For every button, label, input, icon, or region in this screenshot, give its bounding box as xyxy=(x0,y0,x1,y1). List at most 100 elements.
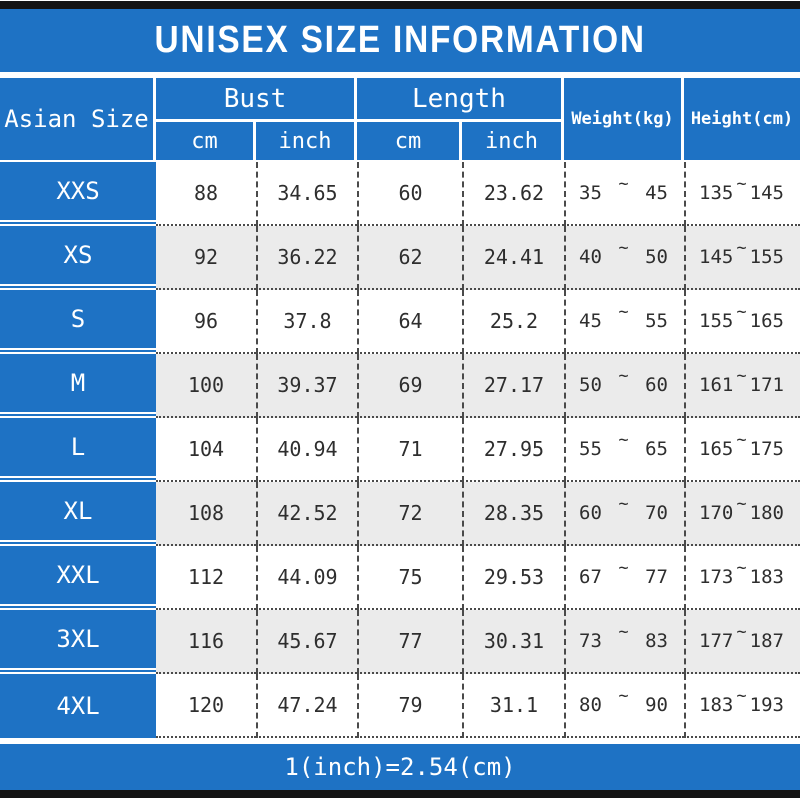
range-min: 173 xyxy=(699,566,734,588)
weight-range-cell: 60 ~70 xyxy=(564,482,684,546)
length-cm-cell: 60 xyxy=(357,162,462,226)
length-cm-cell: 75 xyxy=(357,546,462,610)
range-min: 45 xyxy=(579,310,602,332)
height-range-cell: 170 ~180 xyxy=(684,482,800,546)
range-max: 70 xyxy=(645,502,668,524)
range-min: 55 xyxy=(579,438,602,460)
bust-inch-cell: 47.24 xyxy=(256,674,357,738)
table-header: Asian Size Bust Length Weight(kg) Height… xyxy=(0,78,800,160)
bust-cm-cell: 88 xyxy=(156,162,256,226)
top-border-bar xyxy=(0,1,800,9)
bust-inch-cell: 34.65 xyxy=(256,162,357,226)
bust-inch-cell: 39.37 xyxy=(256,354,357,418)
bust-cm-cell: 100 xyxy=(156,354,256,418)
range-max: 187 xyxy=(749,630,784,652)
range-max: 60 xyxy=(645,374,668,396)
length-inch-cell: 27.17 xyxy=(462,354,564,418)
bust-cm-cell: 108 xyxy=(156,482,256,546)
length-inch-cell: 30.31 xyxy=(462,610,564,674)
length-inch-cell: 29.53 xyxy=(462,546,564,610)
height-range-cell: 183 ~193 xyxy=(684,674,800,738)
col-header-weight: Weight(kg) xyxy=(564,78,684,160)
range-max: 45 xyxy=(645,182,668,204)
bust-inch-cell: 44.09 xyxy=(256,546,357,610)
size-cell: XXL xyxy=(0,546,156,610)
weight-range-cell: 40 ~50 xyxy=(564,226,684,290)
range-min: 67 xyxy=(579,566,602,588)
height-range-cell: 165 ~175 xyxy=(684,418,800,482)
tilde-separator: ~ xyxy=(618,686,629,706)
col-header-bust-cm: cm xyxy=(156,122,256,160)
range-min: 135 xyxy=(699,182,734,204)
range-min: 40 xyxy=(579,246,602,268)
bust-cm-cell: 116 xyxy=(156,610,256,674)
tilde-separator: ~ xyxy=(736,302,747,322)
length-cm-cell: 62 xyxy=(357,226,462,290)
tilde-separator: ~ xyxy=(736,238,747,258)
conversion-note-band: 1(inch)=2.54(cm) xyxy=(0,744,800,790)
col-header-bust-inch: inch xyxy=(256,122,357,160)
range-min: 73 xyxy=(579,630,602,652)
range-max: 77 xyxy=(645,566,668,588)
bust-cm-cell: 112 xyxy=(156,546,256,610)
range-min: 50 xyxy=(579,374,602,396)
length-inch-cell: 25.2 xyxy=(462,290,564,354)
tilde-separator: ~ xyxy=(736,494,747,514)
weight-range-cell: 80 ~90 xyxy=(564,674,684,738)
conversion-note: 1(inch)=2.54(cm) xyxy=(284,753,516,781)
weight-range-cell: 55 ~65 xyxy=(564,418,684,482)
tilde-separator: ~ xyxy=(736,430,747,450)
col-header-bust: Bust xyxy=(156,78,357,122)
weight-range-cell: 67 ~77 xyxy=(564,546,684,610)
col-header-length-cm: cm xyxy=(357,122,462,160)
size-cell: XXS xyxy=(0,162,156,226)
range-max: 83 xyxy=(645,630,668,652)
size-cell: XS xyxy=(0,226,156,290)
tilde-separator: ~ xyxy=(736,558,747,578)
tilde-separator: ~ xyxy=(618,366,629,386)
length-cm-cell: 71 xyxy=(357,418,462,482)
range-max: 55 xyxy=(645,310,668,332)
range-min: 35 xyxy=(579,182,602,204)
title-band: UNISEX SIZE INFORMATION xyxy=(0,9,800,72)
bust-cm-cell: 92 xyxy=(156,226,256,290)
tilde-separator: ~ xyxy=(618,302,629,322)
col-header-length-inch: inch xyxy=(462,122,564,160)
range-max: 175 xyxy=(749,438,784,460)
range-max: 155 xyxy=(749,246,784,268)
length-cm-cell: 69 xyxy=(357,354,462,418)
range-max: 90 xyxy=(645,694,668,716)
bust-cm-cell: 120 xyxy=(156,674,256,738)
bust-inch-cell: 37.8 xyxy=(256,290,357,354)
bust-cm-cell: 104 xyxy=(156,418,256,482)
range-max: 50 xyxy=(645,246,668,268)
range-min: 170 xyxy=(699,502,734,524)
tilde-separator: ~ xyxy=(618,494,629,514)
range-max: 65 xyxy=(645,438,668,460)
height-range-cell: 161 ~171 xyxy=(684,354,800,418)
length-inch-cell: 31.1 xyxy=(462,674,564,738)
size-cell: L xyxy=(0,418,156,482)
length-cm-cell: 72 xyxy=(357,482,462,546)
bust-inch-cell: 36.22 xyxy=(256,226,357,290)
bust-inch-cell: 45.67 xyxy=(256,610,357,674)
range-min: 145 xyxy=(699,246,734,268)
range-min: 60 xyxy=(579,502,602,524)
col-header-length: Length xyxy=(357,78,564,122)
range-max: 183 xyxy=(749,566,784,588)
range-min: 177 xyxy=(699,630,734,652)
range-max: 193 xyxy=(749,694,784,716)
tilde-separator: ~ xyxy=(736,622,747,642)
size-cell: XL xyxy=(0,482,156,546)
bust-inch-cell: 40.94 xyxy=(256,418,357,482)
size-cell: M xyxy=(0,354,156,418)
length-inch-cell: 27.95 xyxy=(462,418,564,482)
range-max: 180 xyxy=(749,502,784,524)
range-max: 145 xyxy=(749,182,784,204)
size-cell: S xyxy=(0,290,156,354)
size-cell: 3XL xyxy=(0,610,156,674)
tilde-separator: ~ xyxy=(618,238,629,258)
range-min: 155 xyxy=(699,310,734,332)
weight-range-cell: 35 ~45 xyxy=(564,162,684,226)
